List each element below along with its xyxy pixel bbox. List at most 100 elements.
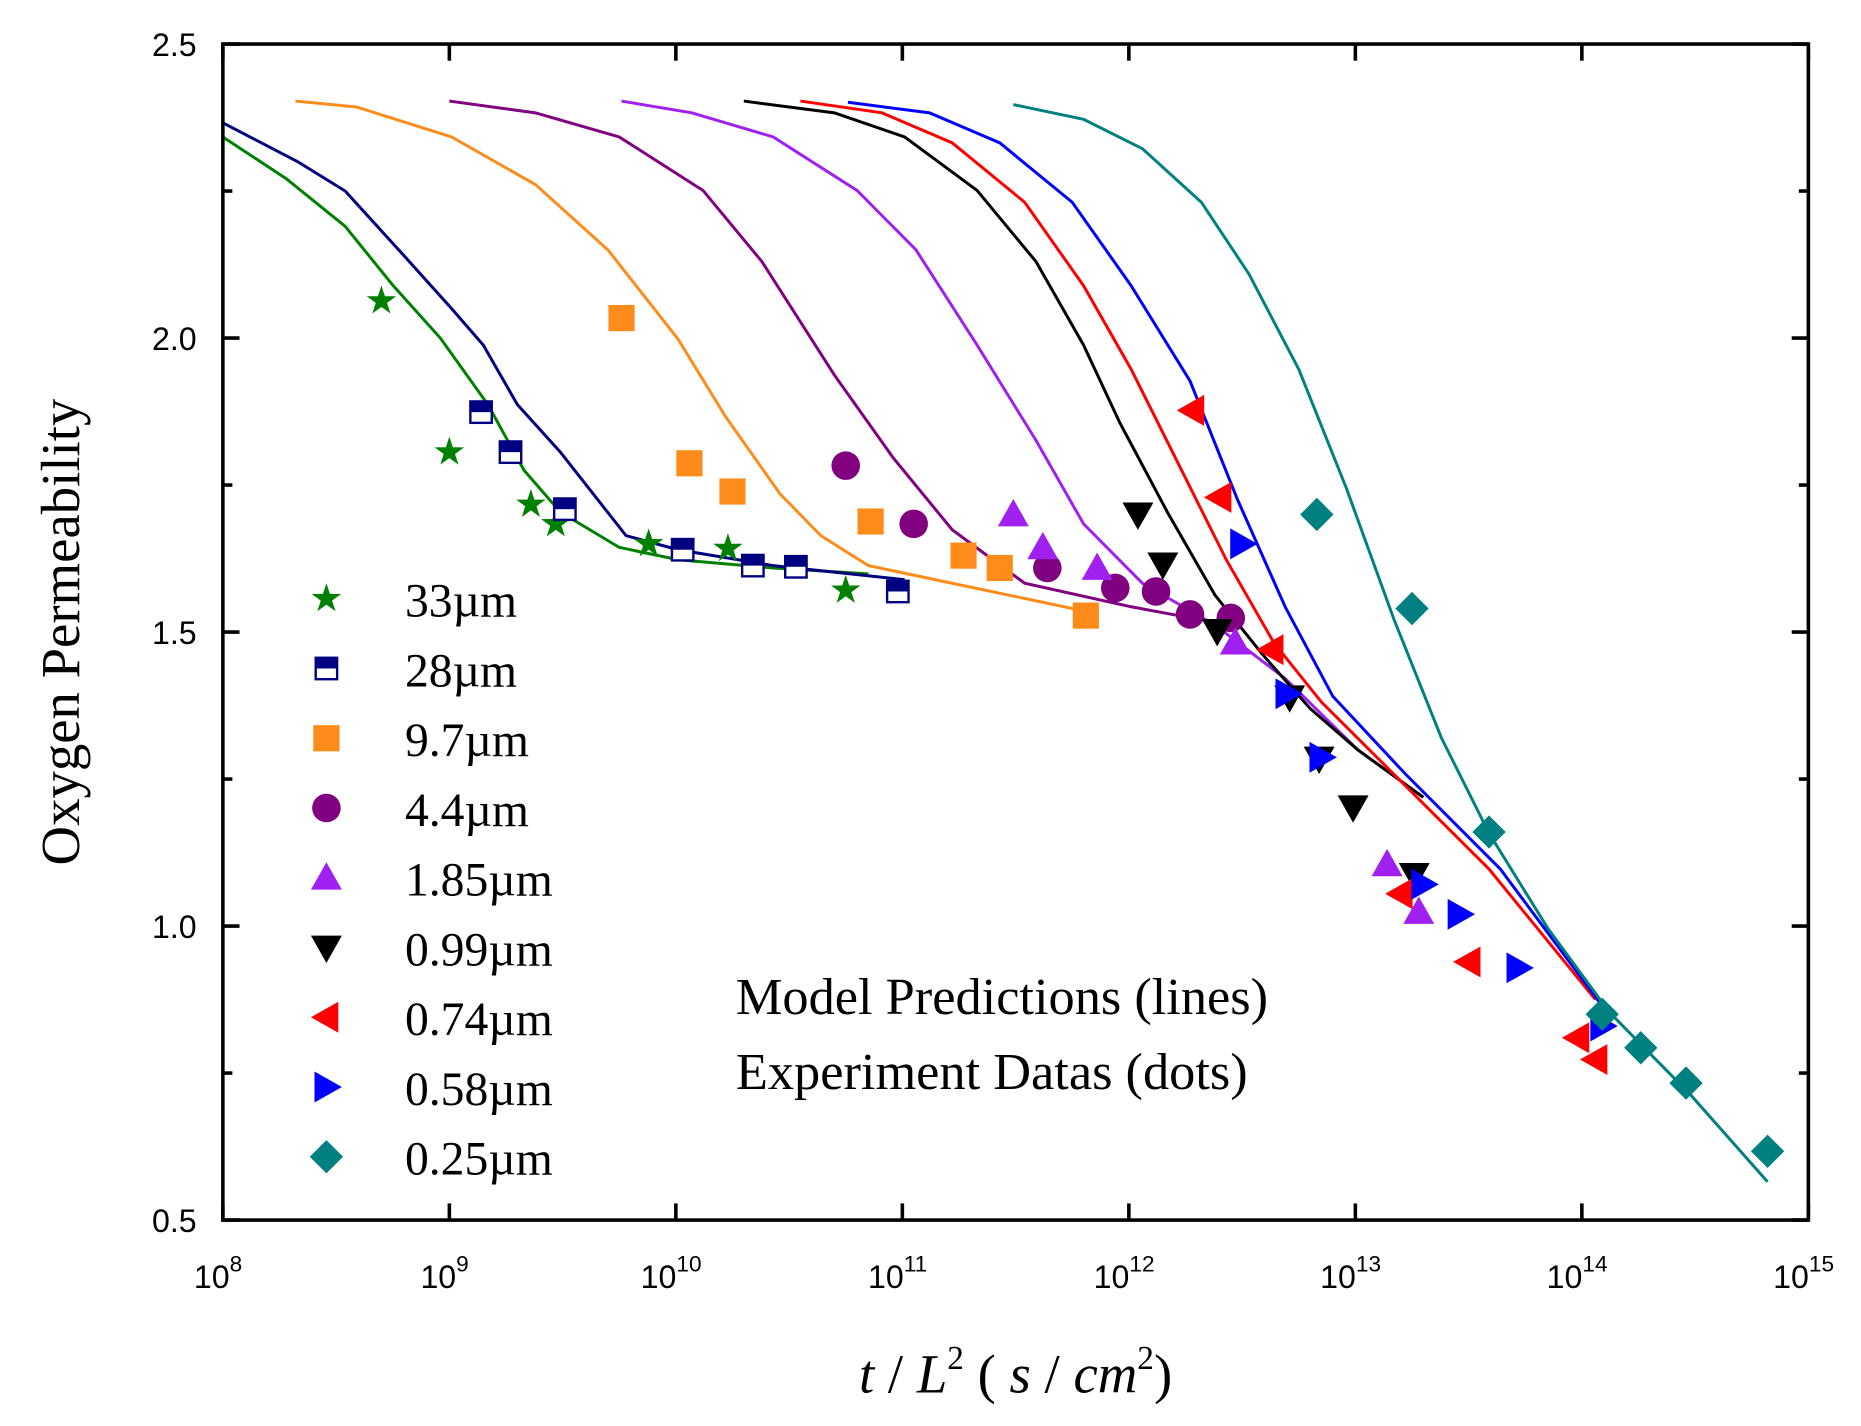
data-point-0-2	[516, 488, 546, 517]
data-point-2-0	[608, 304, 635, 332]
legend-label-3: 4.4µm	[405, 785, 529, 837]
data-point-5-2-shape	[1201, 618, 1233, 647]
axis-ticks: 108 109 1010 1011 1012 1013 1014 10150.51.01.52…	[152, 27, 1834, 1295]
data-point-6-5-shape	[1561, 1022, 1590, 1054]
data-point-1-1	[498, 440, 523, 465]
data-point-5-1-shape	[1147, 552, 1179, 580]
x-label-sup2: 2	[1137, 1340, 1154, 1377]
y-axis-label: Oxygen Permeability	[30, 398, 91, 865]
legend-marker-8-shape	[309, 1140, 344, 1174]
data-point-0-6	[831, 574, 861, 603]
data-point-6-0	[1176, 394, 1205, 426]
data-point-3-1	[899, 509, 928, 539]
model-line-7	[847, 100, 1604, 1007]
data-point-3-3-shape	[1100, 573, 1130, 603]
data-point-0-1	[434, 436, 465, 465]
legend-marker-6	[310, 1001, 339, 1033]
data-point-8-5-shape	[1669, 1066, 1703, 1100]
data-point-1-4	[740, 553, 765, 578]
x-tick-label-5: 1013	[1320, 1251, 1381, 1295]
legend-marker-6-shape	[310, 1001, 339, 1033]
x-tick-base: 10	[194, 1259, 230, 1295]
data-point-0-0	[366, 285, 397, 314]
x-label-L: L	[916, 1344, 947, 1405]
data-point-0-4	[633, 528, 664, 557]
data-point-1-6-fill	[887, 580, 909, 592]
data-point-0-4-shape	[633, 528, 664, 557]
x-tick-base: 10	[641, 1259, 677, 1295]
x-tick-exp: 15	[1809, 1251, 1834, 1276]
x-tick-label-2: 1010	[641, 1251, 702, 1295]
legend-marker-4-shape	[310, 862, 342, 890]
legend-marker-7	[314, 1071, 342, 1103]
x-tick-label-1: 109	[420, 1251, 468, 1295]
legend-marker-3	[312, 793, 341, 823]
data-point-3-4	[1141, 577, 1171, 606]
data-point-1-1-fill	[499, 441, 522, 453]
legend: 33µm 28µm 9.7µm 4.4µm 1.85µm 0.99µm 0.74µm 0.58…	[309, 576, 553, 1186]
x-tick-base: 10	[1547, 1259, 1583, 1295]
data-point-8-2	[1472, 815, 1506, 849]
data-point-2-0-shape	[608, 304, 635, 332]
data-point-5-0-shape	[1122, 502, 1154, 530]
data-point-2-1-shape	[676, 450, 703, 477]
x-tick-exp: 9	[456, 1251, 469, 1276]
data-point-4-5-shape	[1403, 896, 1435, 924]
legend-marker-7-shape	[314, 1071, 342, 1103]
data-point-3-0-shape	[831, 451, 861, 480]
data-point-4-0-shape	[997, 498, 1029, 527]
data-point-6-4	[1453, 946, 1481, 978]
data-point-7-1	[1275, 678, 1303, 710]
data-point-5-0	[1122, 502, 1154, 530]
x-axis-label: t / L2 ( s / cm2)	[859, 1340, 1172, 1405]
data-point-0-3	[541, 508, 571, 537]
data-point-8-0-shape	[1300, 497, 1334, 532]
data-point-4-3	[1219, 627, 1251, 655]
data-point-6-6	[1579, 1044, 1608, 1076]
x-label-cm: cm	[1073, 1344, 1137, 1405]
data-point-2-2-shape	[719, 478, 746, 505]
data-point-3-1-shape	[899, 509, 928, 539]
legend-label-7: 0.58µm	[405, 1064, 553, 1116]
legend-marker-1-fill	[315, 657, 338, 669]
data-point-6-1	[1203, 481, 1232, 513]
data-point-8-2-shape	[1472, 815, 1506, 849]
data-point-0-5	[713, 533, 743, 562]
x-tick-label-0: 108	[194, 1251, 242, 1295]
data-point-4-1	[1027, 531, 1059, 560]
data-point-0-2-shape	[516, 488, 546, 517]
model-line-0	[222, 135, 869, 576]
x-label-t: t	[859, 1344, 876, 1405]
x-tick-base: 10	[1094, 1259, 1130, 1295]
x-tick-label-4: 1012	[1094, 1251, 1155, 1295]
data-point-0-1-shape	[434, 436, 465, 465]
experiment-points	[366, 285, 1785, 1168]
x-tick-base: 10	[1320, 1259, 1356, 1295]
data-point-2-2	[719, 478, 746, 505]
x-tick-base: 10	[420, 1259, 456, 1295]
data-point-2-4	[950, 542, 977, 569]
data-point-3-4-shape	[1141, 577, 1171, 606]
data-point-2-3	[857, 508, 884, 535]
data-point-0-0-shape	[366, 285, 397, 314]
data-point-8-6	[1750, 1134, 1785, 1168]
data-point-6-4-shape	[1453, 946, 1481, 978]
data-point-4-0	[997, 498, 1029, 527]
model-line-2	[295, 99, 1096, 615]
data-point-1-3	[670, 537, 695, 562]
model-line-4	[621, 99, 1425, 799]
data-point-6-1-shape	[1203, 481, 1232, 513]
data-point-4-2-shape	[1081, 552, 1113, 580]
legend-marker-5	[310, 935, 342, 963]
data-point-7-4-shape	[1447, 898, 1476, 930]
data-point-2-3-shape	[857, 508, 884, 535]
data-point-4-5	[1403, 896, 1435, 924]
data-point-1-2-fill	[554, 498, 576, 510]
y-tick-label-1: 1.0	[152, 909, 197, 945]
x-tick-label-7: 1015	[1773, 1251, 1834, 1295]
data-point-6-3-shape	[1385, 878, 1413, 910]
data-point-1-5-fill	[785, 556, 807, 567]
model-lines	[222, 99, 1769, 1183]
x-tick-exp: 10	[676, 1251, 701, 1276]
